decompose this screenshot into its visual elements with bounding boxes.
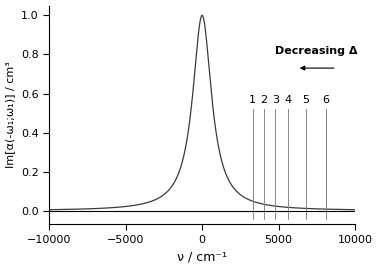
Text: 4: 4 [284,95,291,105]
Text: 6: 6 [322,95,329,105]
Text: Decreasing Δ: Decreasing Δ [276,46,358,56]
Y-axis label: Im[α(-ω₁;ω₁)] / cm³: Im[α(-ω₁;ω₁)] / cm³ [6,62,15,168]
Text: 1: 1 [249,95,256,105]
X-axis label: ν / cm⁻¹: ν / cm⁻¹ [177,250,227,263]
Text: 5: 5 [302,95,310,105]
Text: 3: 3 [272,95,279,105]
Text: 2: 2 [260,95,268,105]
